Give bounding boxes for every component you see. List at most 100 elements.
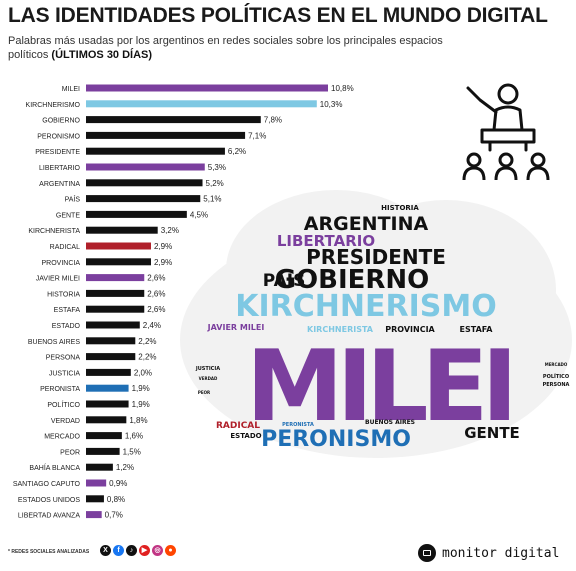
bar	[86, 479, 107, 487]
cloud-word: RADICAL	[216, 421, 260, 431]
bar	[86, 258, 151, 266]
category-label: PERONISTA	[40, 386, 80, 393]
bar	[86, 179, 203, 187]
cloud-word: POLÍTICO	[543, 372, 569, 380]
cloud-word: GENTE	[464, 424, 520, 442]
bar	[86, 495, 104, 503]
cloud-word: PERONISMO	[261, 427, 411, 452]
cloud-word: KIRCHNERISTA	[307, 325, 374, 334]
bar	[86, 416, 127, 424]
category-label: BAHÍA BLANCA	[29, 463, 80, 472]
bar	[86, 321, 140, 329]
value-label: 2,9%	[154, 242, 172, 251]
bar	[86, 337, 136, 345]
bar	[86, 242, 151, 250]
category-label: ARGENTINA	[39, 181, 80, 188]
value-label: 2,9%	[154, 258, 172, 267]
category-label: ESTADO	[52, 323, 81, 330]
category-label: MERCADO	[44, 434, 80, 441]
value-label: 2,2%	[138, 353, 156, 362]
cloud-word: MERCADO	[545, 362, 568, 367]
cloud-word: PRESIDENTE	[306, 245, 446, 269]
category-label: BUENOS AIRES	[28, 339, 80, 346]
category-label: PERSONA	[46, 355, 81, 362]
bar	[86, 447, 120, 455]
bar	[86, 368, 131, 376]
cloud-word: PERSONA	[543, 382, 570, 388]
cloud-word: PAÍS	[263, 269, 306, 291]
value-label: 1,9%	[132, 400, 150, 409]
value-label: 0,9%	[109, 479, 127, 488]
monitor-logo-icon	[418, 544, 436, 562]
value-label: 5,1%	[203, 195, 221, 204]
category-label: PAÍS	[65, 195, 81, 204]
category-label: JAVIER MILEI	[36, 276, 80, 283]
bar	[86, 432, 122, 440]
value-label: 0,8%	[107, 495, 125, 504]
category-label: VERDAD	[51, 418, 80, 425]
category-label: PERONISMO	[37, 133, 80, 140]
bar	[86, 353, 136, 361]
category-label: PEOR	[60, 449, 80, 456]
bar	[86, 210, 187, 218]
audience-icon	[462, 152, 550, 181]
bar	[86, 463, 113, 471]
value-label: 3,2%	[161, 226, 179, 235]
value-label: 2,6%	[147, 289, 165, 298]
bar	[86, 195, 201, 203]
cloud-word: KIRCHNERISMO	[235, 289, 496, 324]
cloud-word: PERONISTA	[282, 422, 314, 428]
bar	[86, 84, 328, 92]
category-label: JUSTICIA	[49, 370, 80, 377]
value-label: 7,1%	[248, 131, 266, 140]
cloud-word: LIBERTARIO	[277, 232, 375, 250]
value-label: 1,6%	[125, 432, 143, 441]
bar	[86, 511, 102, 519]
cloud-word: PEOR	[198, 390, 210, 395]
category-label: KIRCHNERISTA	[28, 228, 80, 235]
subtitle-period: (ÚLTIMOS 30 DÍAS)	[51, 49, 153, 61]
cloud-word: PROVINCIA	[385, 325, 435, 334]
value-label: 5,2%	[206, 179, 224, 188]
bar	[86, 226, 158, 234]
category-label: MILEI	[62, 86, 80, 93]
page-title: LAS IDENTIDADES POLÍTICAS EN EL MUNDO DI…	[8, 4, 548, 27]
category-label: LIBERTARIO	[39, 165, 81, 172]
instagram-icon: ◎	[152, 545, 163, 556]
page-subtitle: Palabras más usadas por los argentinos e…	[8, 34, 478, 62]
cloud-word: JUSTICIA	[195, 366, 220, 372]
category-label: RADICAL	[50, 244, 80, 251]
brand: monitor digital	[418, 544, 559, 562]
cloud-word: VERDAD	[199, 376, 218, 381]
value-label: 1,5%	[123, 447, 141, 456]
value-label: 10,8%	[331, 84, 354, 93]
category-label: PRESIDENTE	[35, 149, 80, 156]
bar	[86, 100, 317, 108]
bar-chart: MILEI 10,8% KIRCHNERISMO 10,3% GOBIERNO 7,8% P…	[13, 84, 354, 520]
value-label: 5,3%	[208, 163, 226, 172]
bar	[86, 274, 145, 282]
value-label: 0,7%	[105, 511, 123, 520]
value-label: 6,2%	[228, 147, 246, 156]
cloud-word: JAVIER MILEI	[207, 323, 265, 332]
brand-name: monitor digital	[442, 545, 560, 561]
cloud-word: BUENOS AIRES	[365, 419, 415, 426]
youtube-icon: ▶	[139, 545, 150, 556]
category-label: SANTIAGO CAPUTO	[13, 481, 81, 488]
bar	[86, 116, 261, 124]
category-label: GOBIERNO	[42, 118, 80, 125]
cloud-word: GOBIERNO	[275, 265, 430, 295]
cloud-word: ARGENTINA	[304, 213, 429, 235]
value-label: 2,6%	[147, 305, 165, 314]
bar	[86, 384, 129, 392]
footer-note: * REDES SOCIALES ANALIZADAS	[8, 549, 90, 555]
x-icon: X	[100, 545, 111, 556]
value-label: 2,2%	[138, 337, 156, 346]
value-label: 4,5%	[190, 210, 208, 219]
category-label: HISTORIA	[47, 291, 80, 298]
facebook-icon: f	[113, 545, 124, 556]
bar	[86, 400, 129, 408]
category-label: PROVINCIA	[41, 260, 80, 267]
cloud-word: ESTAFA	[460, 325, 494, 334]
